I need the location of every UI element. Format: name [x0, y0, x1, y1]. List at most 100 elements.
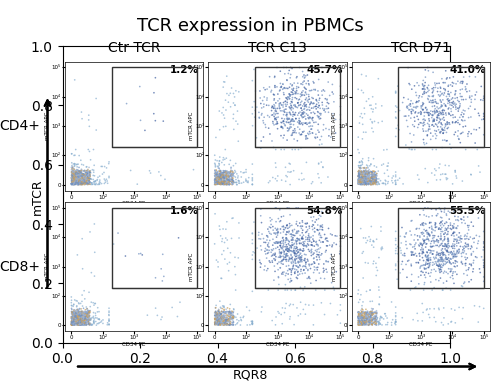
Point	[368, 171, 376, 177]
Point	[372, 172, 380, 178]
Point	[68, 316, 76, 322]
Point	[438, 241, 446, 247]
Point	[78, 310, 86, 316]
Point	[453, 263, 461, 269]
Point	[354, 134, 362, 140]
Point	[84, 174, 92, 180]
Point	[68, 169, 76, 175]
Point	[422, 241, 430, 247]
Point	[82, 180, 90, 186]
Point	[227, 164, 235, 171]
Point	[237, 316, 245, 323]
Point	[426, 97, 434, 104]
Point	[214, 179, 222, 185]
Point	[367, 179, 375, 185]
Point	[299, 74, 307, 80]
Point	[372, 260, 380, 266]
Point	[428, 287, 436, 293]
Point	[220, 248, 228, 254]
Point	[268, 318, 276, 324]
Point	[232, 179, 240, 185]
Point	[276, 100, 284, 107]
Point	[78, 313, 86, 319]
Point	[318, 234, 326, 241]
Point	[308, 261, 316, 267]
Point	[360, 181, 368, 187]
Point	[216, 181, 224, 187]
Point	[212, 180, 220, 186]
Point	[228, 177, 236, 183]
Point	[377, 228, 385, 234]
Point	[429, 227, 437, 233]
Point	[368, 174, 376, 180]
Point	[278, 245, 285, 251]
Point	[356, 320, 364, 326]
Point	[212, 317, 220, 323]
Point	[360, 168, 368, 174]
Point	[211, 320, 219, 326]
Point	[383, 163, 391, 169]
Point	[212, 177, 220, 183]
Point	[364, 175, 372, 181]
Point	[214, 176, 222, 182]
Point	[370, 171, 378, 177]
Point	[452, 173, 460, 179]
Point	[154, 312, 162, 318]
Point	[417, 111, 425, 117]
Point	[230, 170, 238, 176]
Point	[280, 213, 287, 219]
Point	[364, 315, 372, 321]
Point	[105, 173, 113, 179]
Point	[212, 320, 220, 326]
Point	[420, 84, 428, 90]
Point	[68, 318, 76, 325]
Point	[285, 91, 293, 97]
Point	[436, 97, 444, 103]
Point	[296, 96, 304, 102]
Point	[72, 321, 80, 327]
Point	[280, 256, 287, 263]
Point	[74, 313, 82, 319]
Point	[320, 107, 328, 114]
Point	[226, 321, 234, 327]
Point	[216, 174, 224, 181]
Point	[388, 316, 396, 323]
Point	[354, 316, 362, 323]
Point	[474, 163, 482, 169]
Point	[443, 231, 451, 238]
Point	[470, 126, 478, 132]
Point	[370, 175, 378, 181]
Point	[74, 318, 82, 324]
Point	[83, 311, 91, 317]
Point	[358, 171, 366, 177]
Point	[76, 181, 84, 187]
Point	[275, 310, 283, 316]
Point	[324, 259, 332, 265]
Point	[290, 247, 298, 253]
Point	[69, 315, 77, 321]
Point	[364, 179, 372, 185]
Point	[437, 228, 445, 234]
Point	[80, 179, 88, 186]
Point	[365, 318, 373, 324]
Point	[70, 170, 78, 176]
Point	[441, 171, 449, 177]
Point	[274, 229, 282, 235]
Point	[415, 176, 423, 182]
Point	[94, 174, 102, 180]
Point	[419, 107, 427, 113]
Point	[423, 254, 431, 260]
Point	[359, 179, 367, 185]
Point	[364, 181, 372, 187]
Point	[78, 319, 86, 325]
Point	[274, 91, 282, 97]
Point	[70, 312, 78, 318]
Point	[428, 122, 436, 128]
Point	[70, 320, 78, 326]
Point	[76, 316, 84, 322]
Point	[283, 229, 291, 235]
Point	[84, 167, 92, 173]
Point	[424, 231, 432, 237]
Point	[286, 169, 294, 175]
Point	[218, 236, 226, 242]
